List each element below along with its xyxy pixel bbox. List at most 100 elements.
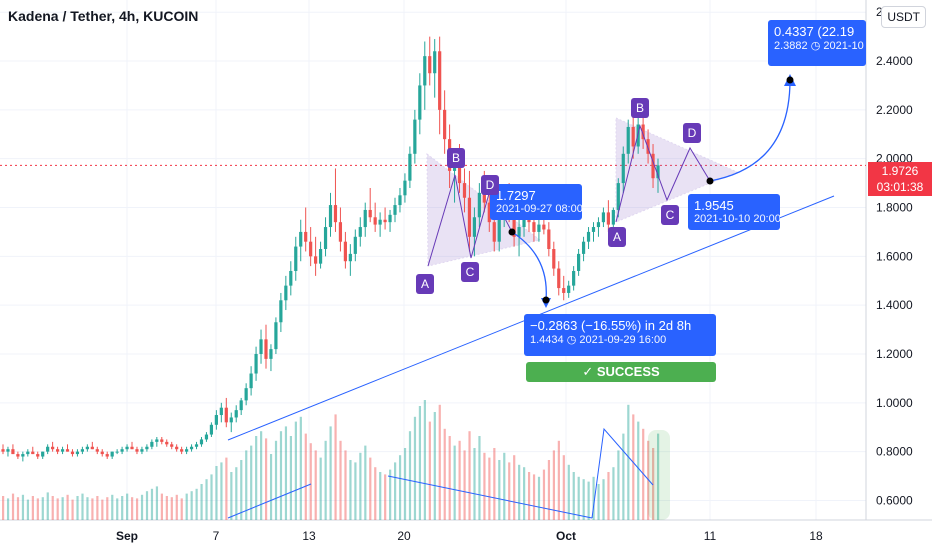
candle-body [51, 446, 55, 450]
volume-bar [11, 493, 15, 520]
candle-body [70, 451, 75, 455]
target-callout[interactable]: 0.4337 (22.19 2.3882 ◷ 2021-10 [768, 20, 866, 66]
candle-body [209, 424, 214, 435]
volume-bar [483, 452, 486, 520]
candle-body [26, 451, 30, 455]
volume-bar [160, 493, 163, 520]
candle-body [333, 205, 338, 223]
volume-bar [518, 464, 521, 520]
wave-label-d-2[interactable]: D [683, 123, 701, 143]
wave-label-d-1[interactable]: D [481, 175, 499, 195]
breakout-callout[interactable]: 1.9545 2021-10-10 20:00 [688, 194, 780, 230]
candle-body [194, 444, 199, 447]
candle-body [155, 439, 159, 442]
volume-bar [617, 450, 620, 520]
volume-bar [428, 421, 431, 520]
volume-bar [612, 467, 615, 520]
y-tick-label: 1.0000 [876, 396, 913, 410]
volume-bar [279, 431, 283, 520]
wave-label-c-2[interactable]: C [661, 205, 679, 225]
candle-body [274, 322, 278, 350]
volume-bar [552, 450, 555, 520]
volume-bar [488, 457, 491, 520]
candle-body [264, 339, 268, 359]
candle-body [254, 353, 258, 374]
wave-label-b-2[interactable]: B [631, 98, 649, 118]
volume-bar [240, 460, 243, 520]
volume-bar [443, 428, 446, 520]
candle-body [641, 124, 645, 140]
candle-body [65, 449, 70, 452]
volume-bar [389, 469, 392, 520]
drop-callout[interactable]: −0.2863 (−16.55%) in 2d 8h 1.4434 ◷ 2021… [524, 314, 716, 356]
volume-bar [235, 467, 238, 520]
pattern-triangle-1 [426, 152, 542, 267]
candle-body [408, 153, 412, 181]
candle-body [398, 195, 402, 206]
candle-body [443, 109, 447, 140]
volume-bar [131, 497, 134, 520]
candle-body [294, 246, 298, 271]
candle-body [418, 85, 422, 120]
candle-body [130, 446, 134, 450]
wave-label-b-1[interactable]: B [447, 148, 465, 168]
volume-bar [632, 414, 635, 520]
candle-body [646, 139, 650, 154]
volume-bar [587, 481, 590, 520]
candle-body [611, 209, 615, 225]
breakout-date: 2021-10-10 20:00 [694, 213, 780, 225]
candle-body [462, 183, 467, 198]
wave-label-a-1[interactable]: A [416, 274, 434, 294]
volume-bar [324, 440, 327, 520]
y-tick-label: 1.2000 [876, 347, 913, 361]
drop-callout-detail: 1.4434 ◷ 2021-09-29 16:00 [530, 334, 667, 346]
volume-bar [61, 497, 64, 520]
candle-body [170, 444, 174, 447]
candle-body [542, 224, 546, 230]
volume-bar [582, 479, 585, 520]
candle-body [239, 400, 243, 411]
x-tick-label: Sep [116, 529, 138, 543]
candle-body [259, 339, 263, 354]
candle-body [115, 451, 119, 453]
volume-bar [56, 498, 59, 520]
y-tick-label: 2.2000 [876, 103, 913, 117]
point-d-date: 2021-09-27 08:00 [496, 203, 582, 215]
candle-body [532, 222, 536, 232]
volume-bar [468, 431, 471, 520]
candle-body [487, 202, 491, 223]
volume-bar [314, 450, 317, 520]
candle-body [577, 253, 581, 271]
volume-bar [255, 436, 258, 520]
candle-body [338, 222, 343, 242]
volume-bar [339, 440, 342, 520]
candle-body [492, 222, 496, 242]
volume-bar [150, 488, 154, 520]
volume-bar [205, 479, 208, 520]
candle-body [368, 209, 372, 218]
x-tick-label: 11 [704, 529, 717, 543]
candle-body [581, 241, 586, 254]
volume-bar [284, 426, 288, 520]
volume-bar [379, 472, 382, 520]
wave-label-a-2[interactable]: A [608, 227, 626, 247]
volume-bar [349, 460, 352, 520]
candle-body [323, 227, 328, 250]
volume-bar [657, 433, 660, 520]
volume-bar [250, 445, 253, 520]
volume-bar [26, 499, 30, 520]
candle-body [6, 449, 10, 452]
volume-bar [111, 494, 114, 520]
candle-body [120, 449, 124, 452]
currency-button[interactable]: USDT [881, 6, 926, 28]
candle-body [75, 451, 80, 455]
volume-bar [135, 498, 139, 520]
candle-body [348, 253, 352, 262]
volume-bar [2, 496, 5, 520]
volume-bar [403, 448, 407, 520]
volume-bar [542, 469, 546, 520]
y-tick-label: 2.4000 [876, 54, 913, 68]
wave-label-c-1[interactable]: C [461, 262, 479, 282]
point-d-callout[interactable]: 1.7297 2021-09-27 08:00 [490, 184, 582, 220]
